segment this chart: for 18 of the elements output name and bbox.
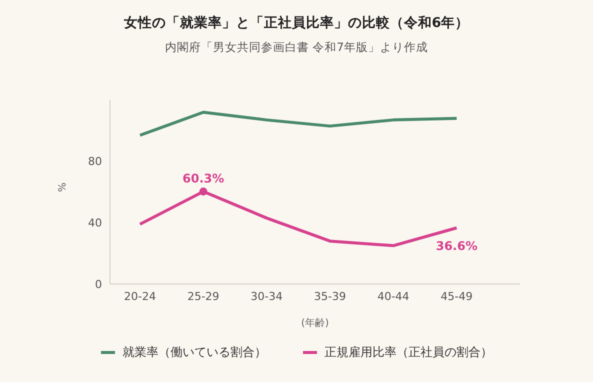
line-series	[138, 110, 458, 137]
x-tick-label: 40-44	[377, 290, 410, 303]
y-tick-label: 40	[88, 216, 102, 230]
x-tick-label: 30-34	[250, 290, 283, 303]
x-axis-title: (年齢)	[301, 317, 329, 329]
legend-label: 正規雇用比率（正社員の割合）	[324, 344, 492, 361]
chart-title: 女性の「就業率」と「正社員比率」の比較（令和6年）	[122, 14, 470, 32]
legend-label: 就業率（働いている割合）	[122, 344, 266, 361]
data-label: 60.3%	[182, 172, 224, 186]
y-tick-label: 0	[95, 278, 102, 291]
x-tick-label: 20-24	[124, 290, 156, 303]
data-label: 36.6%	[436, 238, 478, 253]
x-tick-label: 35-39	[314, 290, 346, 303]
chart-subtitle: 内閣府「男女共同参画白書 令和7年版」より作成	[164, 40, 429, 55]
x-tick-label: 25-29	[187, 290, 220, 303]
x-tick-label: 45-49	[440, 290, 473, 303]
y-tick-label: 80	[88, 155, 102, 168]
y-axis-title: %	[58, 182, 69, 192]
